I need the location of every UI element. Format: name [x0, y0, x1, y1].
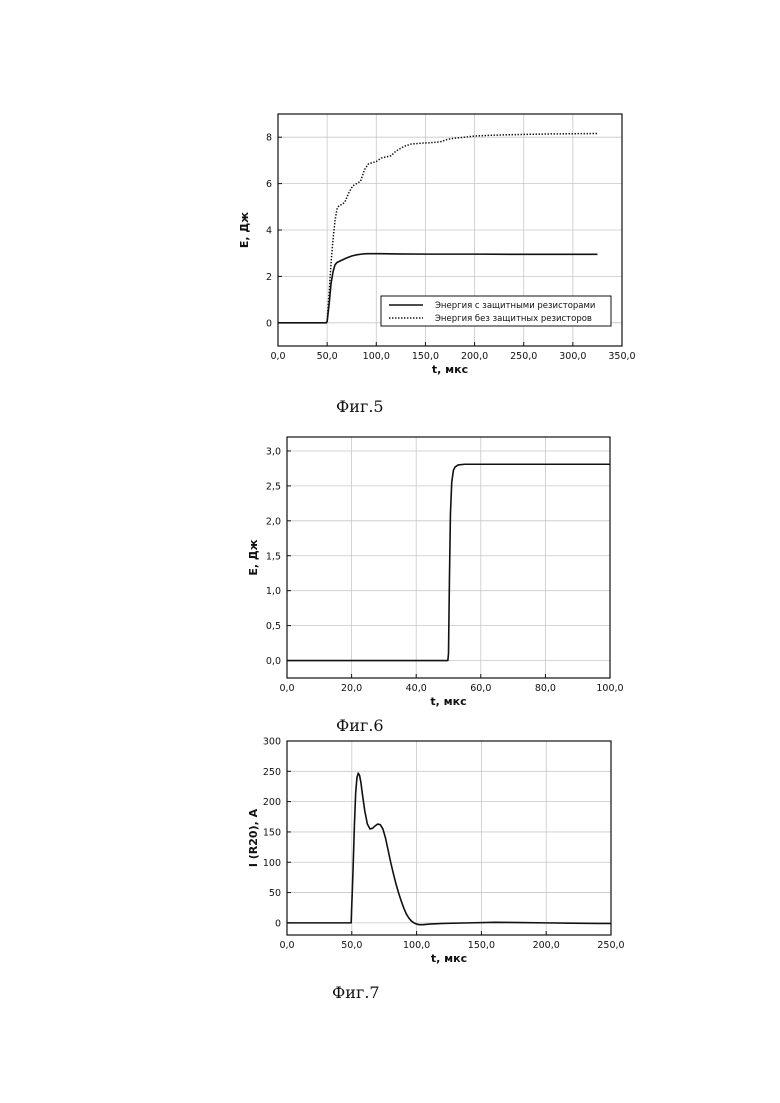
- x-axis-label: t, мкс: [431, 952, 467, 965]
- x-tick-label: 200,0: [533, 940, 560, 951]
- x-tick-label: 200,0: [461, 351, 488, 362]
- figure-7-caption: Фиг.7: [332, 983, 380, 1002]
- y-tick-label: 0,5: [266, 621, 281, 632]
- y-tick-label: 2: [266, 272, 272, 283]
- y-axis-label: E, Дж: [247, 539, 260, 575]
- x-tick-label: 250,0: [510, 351, 537, 362]
- y-tick-label: 300: [263, 737, 281, 748]
- y-tick-label: 1,0: [266, 586, 281, 597]
- x-tick-label: 0,0: [279, 683, 294, 694]
- figure-7-chart: 0,0 50,0 100,0 150,0 200,0 250,0 0 50 100 150 200 2…: [247, 737, 625, 966]
- figure-6-chart: 0,0 20,0 40,0 60,0 80,0 100,0 0,0 0,5 1,0 1,5 2,0 2…: [247, 437, 624, 708]
- x-tick-label: 20,0: [341, 683, 362, 694]
- x-axis-label: t, мкс: [430, 695, 466, 708]
- x-axis-label: t, мкс: [432, 363, 468, 376]
- x-tick-label: 150,0: [412, 351, 439, 362]
- y-tick-label: 2,5: [266, 481, 281, 492]
- x-tick-label: 40,0: [406, 683, 427, 694]
- x-tick-label: 100,0: [403, 940, 430, 951]
- legend-entry-2: Энергия без защитных резисторов: [435, 314, 592, 324]
- x-tick-label: 80,0: [535, 683, 556, 694]
- y-tick-label: 0,0: [266, 656, 281, 667]
- figure-6-caption: Фиг.6: [336, 716, 384, 735]
- figure-5-chart: 0,0 50,0 100,0 150,0 200,0 250,0 300,0 350,0 0 2 4…: [238, 114, 636, 376]
- y-tick-label: 100: [263, 858, 281, 869]
- x-tick-label: 100,0: [363, 351, 390, 362]
- x-tick-label: 350,0: [608, 351, 635, 362]
- series-line-1: [287, 773, 611, 925]
- x-tick-label: 50,0: [341, 940, 362, 951]
- figure-5-caption: Фиг.5: [336, 397, 384, 416]
- y-tick-label: 2,0: [266, 516, 281, 527]
- x-tick-label: 300,0: [559, 351, 586, 362]
- y-tick-label: 50: [269, 888, 281, 899]
- y-tick-label: 0: [266, 318, 272, 329]
- y-tick-label: 0: [275, 918, 281, 929]
- series-line-2: [278, 133, 597, 322]
- y-tick-label: 4: [266, 226, 272, 237]
- y-axis-label: E, Дж: [238, 212, 251, 248]
- x-tick-label: 50,0: [317, 351, 338, 362]
- y-tick-label: 8: [266, 133, 272, 144]
- y-tick-label: 3,0: [266, 446, 281, 457]
- y-tick-label: 1,5: [266, 551, 281, 562]
- x-tick-label: 150,0: [468, 940, 495, 951]
- y-tick-label: 250: [263, 767, 281, 778]
- y-axis-label: I (R20), A: [247, 808, 260, 867]
- legend-entry-1: Энергия с защитными резисторами: [435, 301, 595, 311]
- x-tick-label: 60,0: [470, 683, 491, 694]
- y-tick-label: 6: [266, 179, 272, 190]
- y-tick-label: 200: [263, 797, 281, 808]
- x-tick-label: 0,0: [279, 940, 294, 951]
- x-tick-label: 0,0: [270, 351, 285, 362]
- x-tick-label: 250,0: [597, 940, 624, 951]
- plot-frame: [287, 741, 611, 935]
- y-tick-label: 150: [263, 827, 281, 838]
- x-tick-label: 100,0: [596, 683, 623, 694]
- series-line-1: [287, 464, 610, 660]
